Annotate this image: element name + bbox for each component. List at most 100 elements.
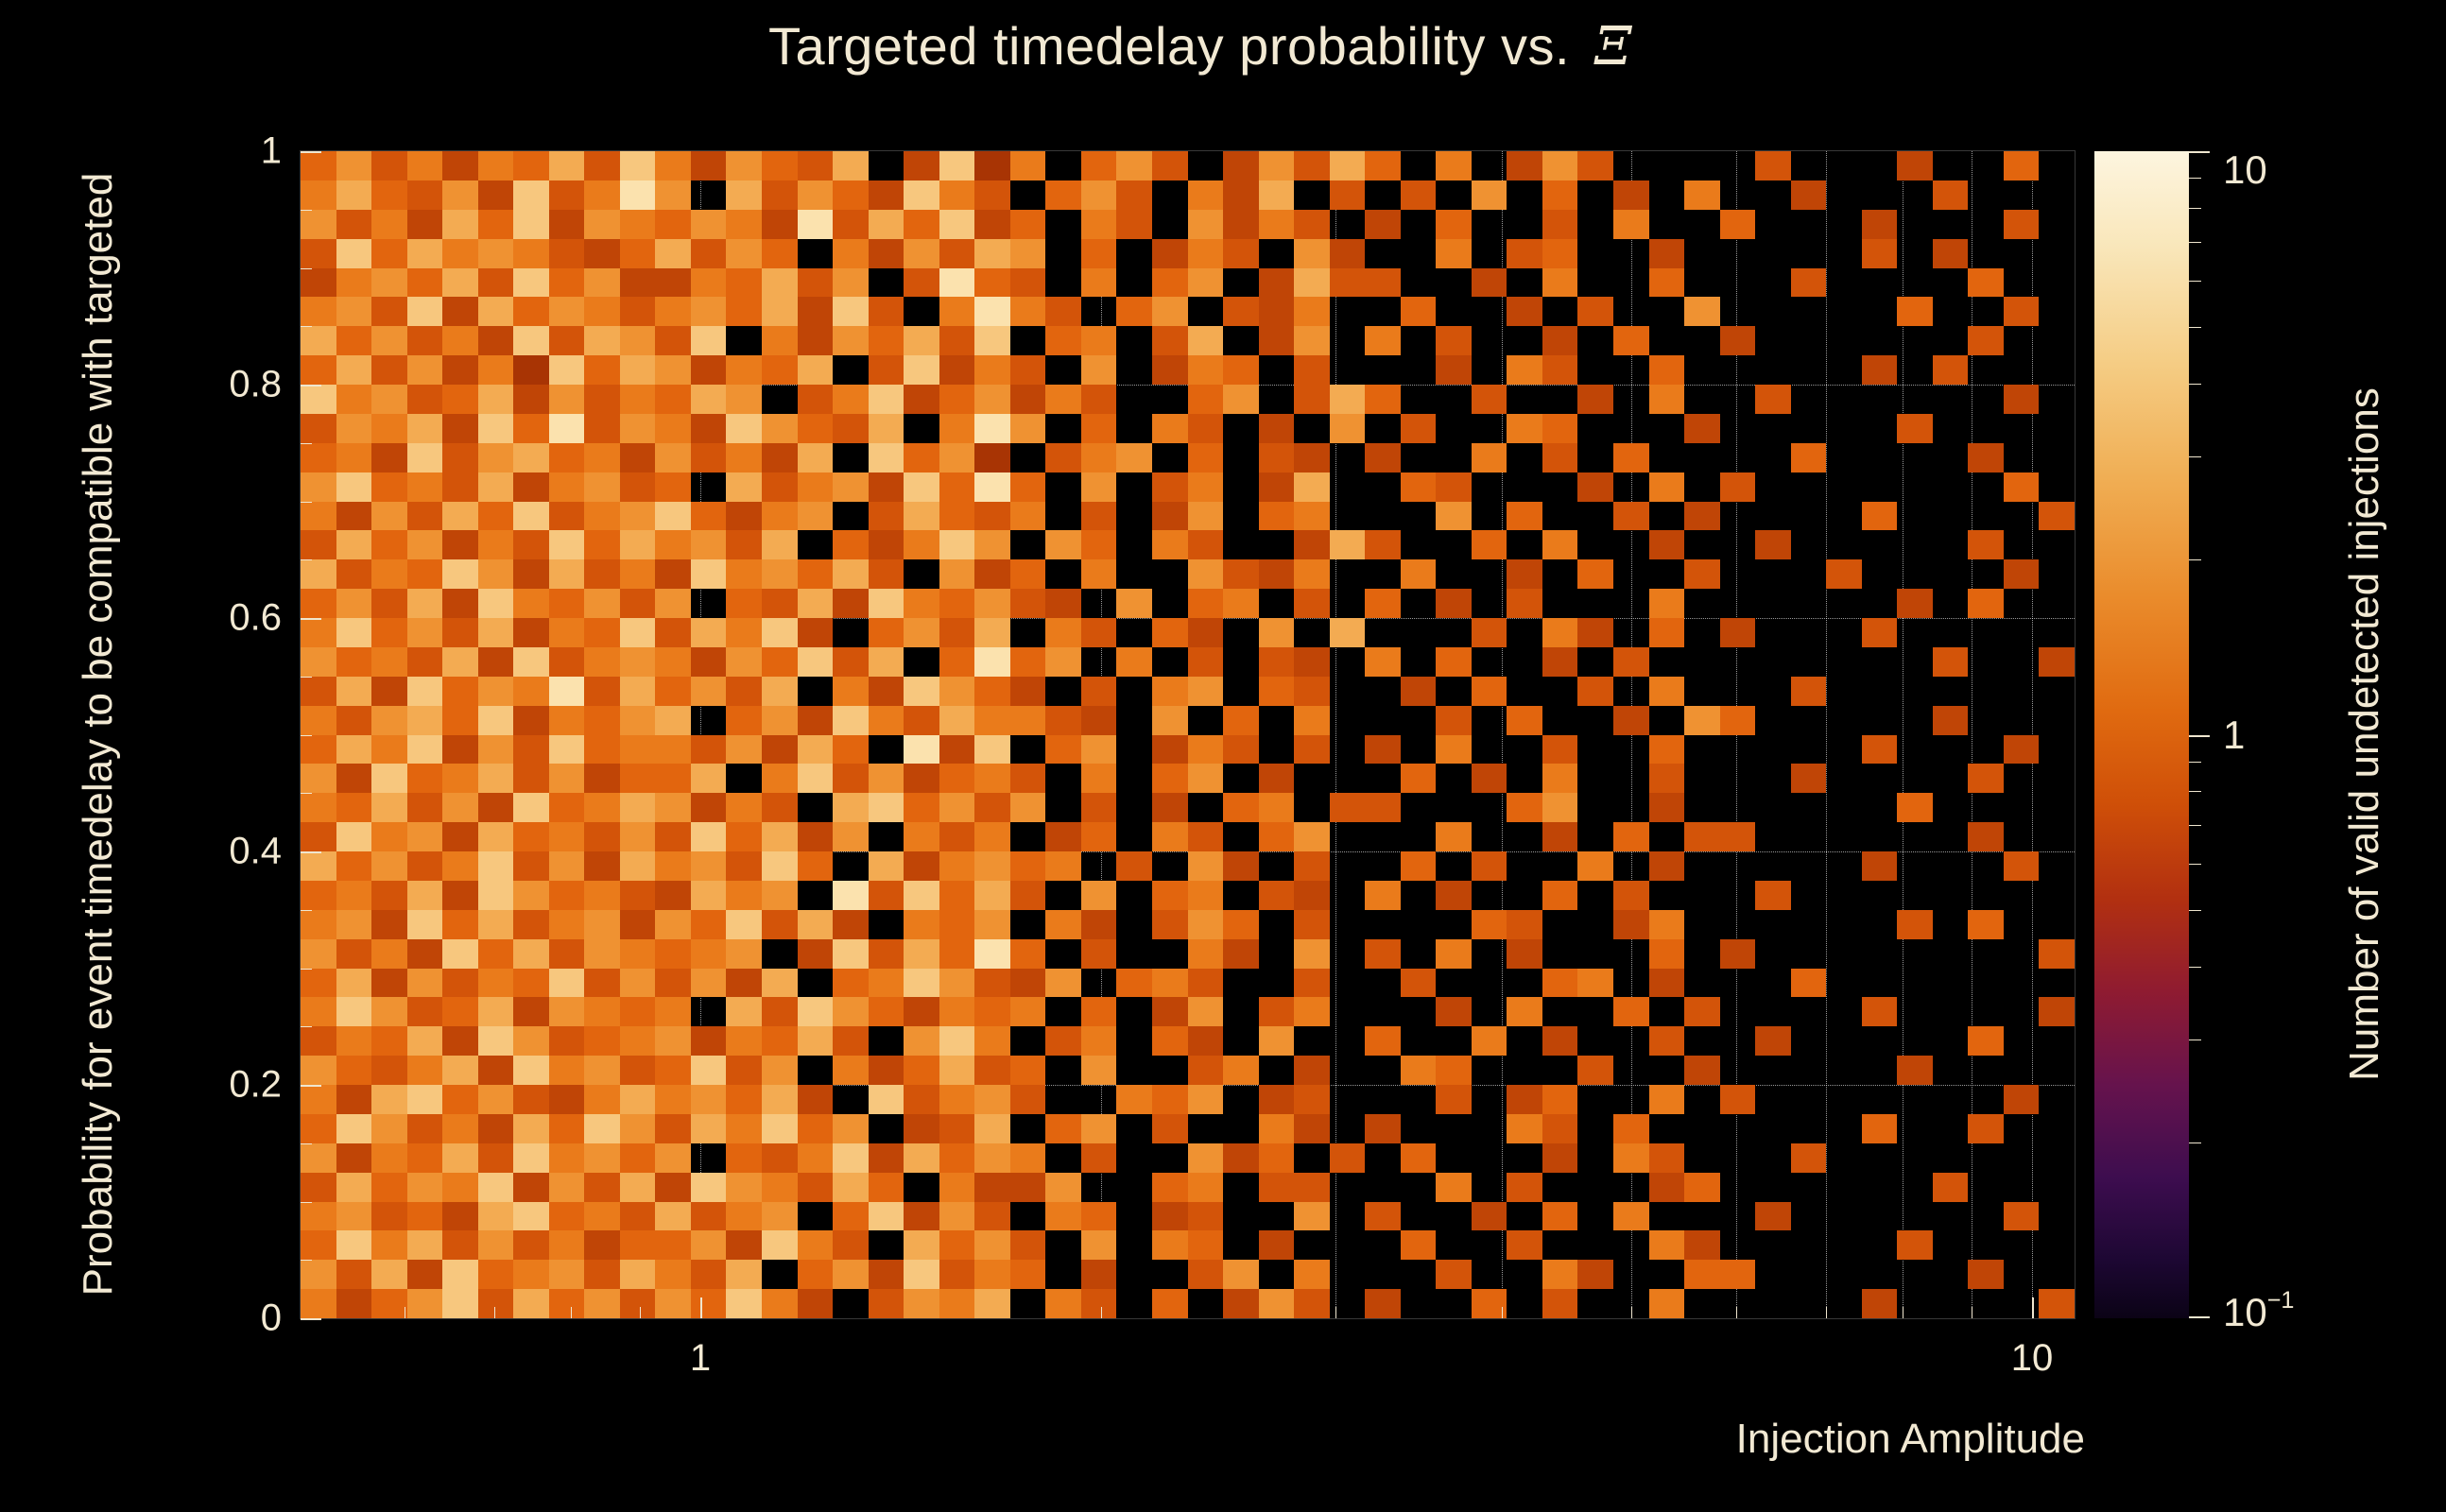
heatmap-cell <box>1330 677 1366 706</box>
heatmap-cell <box>1968 1143 2004 1173</box>
heatmap-cell <box>904 764 939 794</box>
heatmap-cell <box>2004 1230 2040 1260</box>
heatmap-cell <box>2039 618 2075 647</box>
heatmap-cell <box>1080 238 1117 268</box>
heatmap-cell <box>1648 968 1685 998</box>
heatmap-cell <box>1009 559 1046 590</box>
heatmap-cell <box>619 442 656 472</box>
heatmap-cell <box>1116 677 1152 706</box>
heatmap-cell <box>1648 472 1685 502</box>
heatmap-cell <box>974 793 1010 823</box>
heatmap-cell <box>868 880 904 910</box>
heatmap-cell <box>1612 822 1649 851</box>
heatmap-cell <box>1649 647 1685 677</box>
heatmap-cell <box>1577 851 1613 881</box>
heatmap-cell <box>1187 1026 1224 1057</box>
heatmap-cell <box>1151 909 1188 939</box>
heatmap-cell <box>1755 618 1791 647</box>
heatmap-cell <box>619 1289 656 1318</box>
heatmap-cell <box>798 1202 834 1231</box>
heatmap-cell <box>513 1143 549 1173</box>
heatmap-cell <box>1507 472 1542 502</box>
heatmap-cell <box>690 1026 727 1057</box>
heatmap-cell <box>619 209 656 239</box>
heatmap-cell <box>2039 326 2075 355</box>
heatmap-cell <box>406 734 443 765</box>
heatmap-cell <box>1684 705 1720 735</box>
heatmap-cell <box>301 1085 336 1114</box>
heatmap-cell <box>1436 1289 1472 1318</box>
heatmap-cell <box>442 442 478 472</box>
heatmap-cell <box>1933 969 1969 998</box>
heatmap-cell <box>1329 180 1366 210</box>
heatmap-cell <box>513 1201 549 1231</box>
heatmap-cell <box>2039 997 2075 1027</box>
heatmap-cell <box>974 1289 1010 1318</box>
heatmap-cell <box>1791 1026 1827 1056</box>
heatmap-cell <box>1045 851 1081 881</box>
heatmap-cell <box>1436 1026 1472 1056</box>
heatmap-cell <box>1684 1143 1720 1173</box>
heatmap-cell <box>1471 530 1507 560</box>
heatmap-cell <box>477 880 514 910</box>
heatmap-cell <box>939 297 975 327</box>
heatmap-cell <box>762 1260 798 1289</box>
heatmap-cell <box>1791 1202 1827 1231</box>
heatmap-cell <box>833 472 869 502</box>
heatmap-cell <box>1259 1056 1295 1085</box>
heatmap-cell <box>1116 618 1152 647</box>
heatmap-cell <box>833 705 869 735</box>
heatmap-cell <box>2039 1114 2075 1143</box>
heatmap-cell <box>974 1230 1010 1261</box>
heatmap-cell <box>1080 472 1117 502</box>
heatmap-cell <box>1720 881 1756 910</box>
heatmap-cell <box>301 530 336 560</box>
heatmap-cell <box>1577 385 1613 414</box>
heatmap-cell <box>371 355 407 385</box>
heatmap-cell <box>1116 910 1152 939</box>
heatmap-cell <box>619 267 656 298</box>
heatmap-cell <box>513 909 549 939</box>
heatmap-cell <box>1612 705 1649 735</box>
heatmap-cell <box>513 1172 549 1202</box>
heatmap-cell <box>1720 1202 1756 1231</box>
heatmap-cell <box>371 1260 407 1290</box>
heatmap-cell <box>1649 151 1685 180</box>
heatmap-cell <box>1613 939 1649 969</box>
heatmap-cell <box>1613 618 1649 647</box>
heatmap-cell <box>1400 1230 1437 1261</box>
heatmap-cell <box>1826 1143 1862 1173</box>
heatmap-cell <box>1187 442 1224 472</box>
heatmap-cell <box>797 1172 834 1202</box>
y-minor-tick <box>301 1143 312 1144</box>
heatmap-cell <box>797 442 834 472</box>
heatmap-cell <box>1684 851 1720 881</box>
heatmap-cell <box>1755 589 1791 618</box>
heatmap-cell <box>1755 443 1791 472</box>
heatmap-cell <box>1152 1143 1188 1173</box>
heatmap-cell <box>1791 559 1827 589</box>
heatmap-cell <box>548 472 585 502</box>
heatmap-cell <box>797 209 834 239</box>
heatmap-cell <box>1577 939 1613 969</box>
heatmap-cell <box>1684 764 1720 793</box>
heatmap-cell <box>2004 1114 2040 1143</box>
heatmap-cell <box>1045 1085 1081 1114</box>
heatmap-cell <box>513 851 549 881</box>
heatmap-cell <box>2003 734 2040 765</box>
heatmap-cell <box>2004 969 2040 998</box>
heatmap-cell <box>1755 1173 1791 1202</box>
heatmap-cell <box>1791 1230 1827 1260</box>
heatmap-cell <box>904 909 939 939</box>
heatmap-cell <box>1436 851 1472 881</box>
heatmap-cell <box>301 209 336 239</box>
heatmap-cell <box>2039 851 2075 881</box>
heatmap-cell <box>1862 881 1898 910</box>
heatmap-cell <box>1400 472 1437 502</box>
heatmap-cell <box>1968 677 2004 706</box>
heatmap-cell <box>690 530 727 560</box>
heatmap-cell <box>1791 910 1827 939</box>
heatmap-cell <box>1401 239 1437 268</box>
heatmap-cell <box>1897 326 1933 355</box>
heatmap-cell <box>1472 939 1507 969</box>
